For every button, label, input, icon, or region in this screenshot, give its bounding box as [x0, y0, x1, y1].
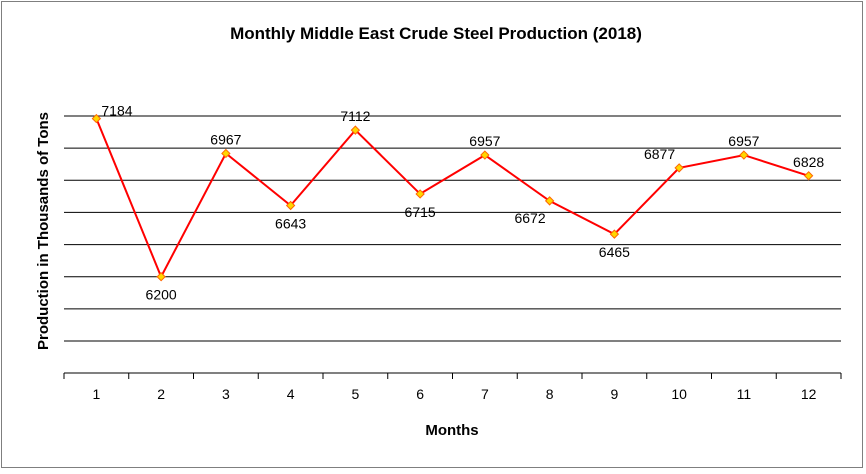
- x-tick-label: 6: [416, 386, 424, 402]
- x-tick-label: 9: [610, 386, 618, 402]
- data-label: 6957: [469, 133, 500, 149]
- x-axis-ticks: [63, 373, 842, 379]
- data-point: [221, 148, 231, 159]
- x-tick-label: 11: [737, 386, 752, 402]
- x-tick-label: 1: [92, 386, 100, 402]
- data-label: 7184: [101, 103, 132, 119]
- x-tick-label: 7: [481, 386, 489, 402]
- data-label: 6957: [728, 133, 759, 149]
- data-label: 6967: [210, 131, 241, 147]
- data-point: [674, 163, 684, 173]
- x-tick-label: 5: [351, 386, 359, 402]
- data-point: [544, 196, 555, 206]
- data-point: [739, 150, 749, 160]
- data-label: 6877: [644, 146, 675, 162]
- data-label: 6672: [514, 210, 545, 226]
- data-label: 6643: [275, 216, 306, 232]
- data-label: 6465: [599, 244, 630, 260]
- y-axis-title: Production in Thousands of Tons: [35, 112, 52, 350]
- data-markers: [91, 113, 814, 282]
- x-tick-labels: 1 2 3 4 5 6 7 8 9 10 11 12: [92, 386, 816, 402]
- data-point: [285, 200, 296, 211]
- data-label: 7112: [340, 108, 370, 124]
- data-point: [415, 189, 425, 199]
- data-point: [609, 229, 620, 239]
- x-tick-label: 2: [157, 386, 165, 402]
- data-point: [803, 171, 814, 181]
- x-axis-title: Months: [425, 422, 478, 439]
- x-tick-label: 10: [671, 386, 687, 402]
- series-line: [95, 118, 809, 280]
- chart-title: Monthly Middle East Crude Steel Producti…: [230, 24, 642, 43]
- data-label: 6200: [146, 287, 177, 303]
- data-labels: 7184 6200 6967 6643 7112 6715 6957 6672 6465 6877…: [101, 103, 824, 303]
- data-label: 6828: [793, 154, 824, 170]
- x-tick-label: 3: [222, 386, 230, 402]
- x-tick-label: 12: [801, 386, 817, 402]
- data-label: 6715: [405, 204, 436, 220]
- x-tick-label: 4: [287, 386, 295, 402]
- data-point: [91, 113, 102, 124]
- data-point: [350, 125, 361, 135]
- gridlines: [64, 115, 841, 342]
- data-point: [480, 150, 490, 160]
- x-tick-label: 8: [546, 386, 554, 402]
- data-point: [156, 272, 166, 282]
